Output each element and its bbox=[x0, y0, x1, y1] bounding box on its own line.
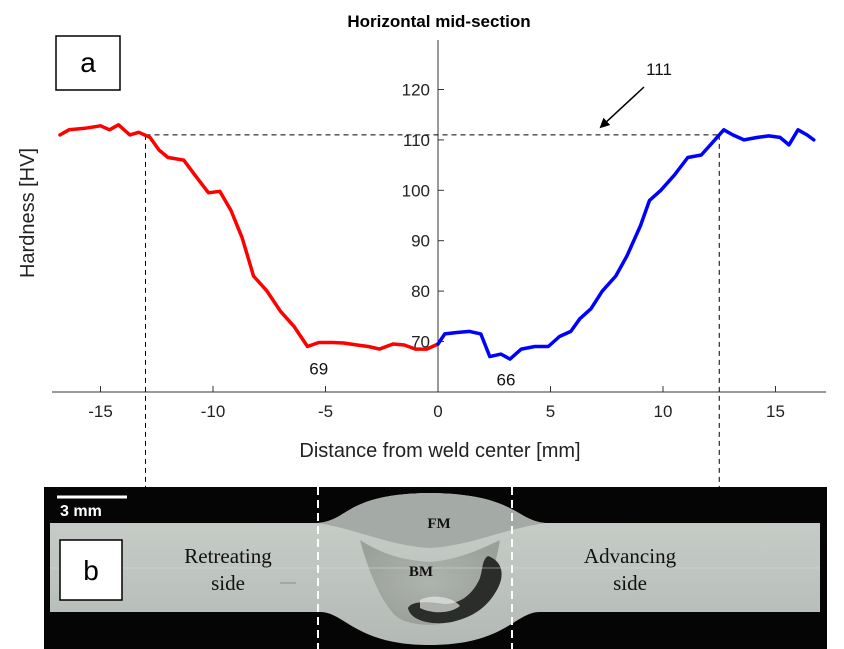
x-axis-label: Distance from weld center [mm] bbox=[299, 440, 580, 462]
advancing-side-label-line2: side bbox=[613, 571, 647, 595]
y-tick-label: 70 bbox=[411, 333, 430, 352]
micrograph: 3 mm Retreating side Advancing side FM B… bbox=[44, 487, 827, 649]
y-ticks: 70 80 90 100 110 120 bbox=[402, 81, 444, 352]
retreating-side-series bbox=[58, 123, 440, 351]
panel-b-box bbox=[59, 539, 123, 601]
weld-crown bbox=[318, 493, 545, 548]
y-axis-label: Hardness [HV] bbox=[17, 148, 39, 278]
bm-label: BM bbox=[409, 564, 433, 580]
stir-zone-highlight bbox=[420, 596, 460, 613]
data-series bbox=[58, 123, 816, 361]
scale-bar-label: 3 mm bbox=[60, 503, 102, 520]
x-tick-label: 15 bbox=[766, 402, 785, 421]
y-tick-label: 100 bbox=[402, 181, 430, 200]
advancing-side-label-line1: Advancing bbox=[584, 544, 677, 568]
x-tick-label: 5 bbox=[546, 402, 555, 421]
annotation-min-retreating: 69 bbox=[309, 360, 328, 379]
y-tick-label: 90 bbox=[411, 232, 430, 251]
advancing-side-series bbox=[436, 128, 816, 361]
y-tick-label: 110 bbox=[403, 131, 430, 150]
x-tick-label: -15 bbox=[88, 402, 113, 421]
annotation-min-advancing: 66 bbox=[497, 371, 516, 390]
panel-b-label: b bbox=[83, 555, 99, 586]
annotation-arrow bbox=[599, 86, 645, 129]
x-tick-label: -10 bbox=[201, 402, 226, 421]
annotations: 69 66 111 bbox=[309, 60, 672, 390]
fm-label: FM bbox=[427, 516, 450, 532]
y-tick-label: 120 bbox=[402, 81, 430, 100]
chart-title: Horizontal mid-section bbox=[347, 12, 530, 31]
y-tick-label: 80 bbox=[411, 282, 430, 301]
retreating-side-label-line2: side bbox=[211, 571, 245, 595]
panel-a-box bbox=[55, 35, 121, 91]
annotation-reference-value: 111 bbox=[646, 60, 672, 79]
x-tick-label: 10 bbox=[654, 402, 673, 421]
x-tick-label: 0 bbox=[433, 402, 442, 421]
x-tick-label: -5 bbox=[318, 402, 333, 421]
x-ticks: -15 -10 -5 0 5 10 15 bbox=[88, 386, 785, 421]
retreating-side-label-line1: Retreating bbox=[184, 544, 272, 568]
panel-a-label: a bbox=[80, 47, 96, 78]
